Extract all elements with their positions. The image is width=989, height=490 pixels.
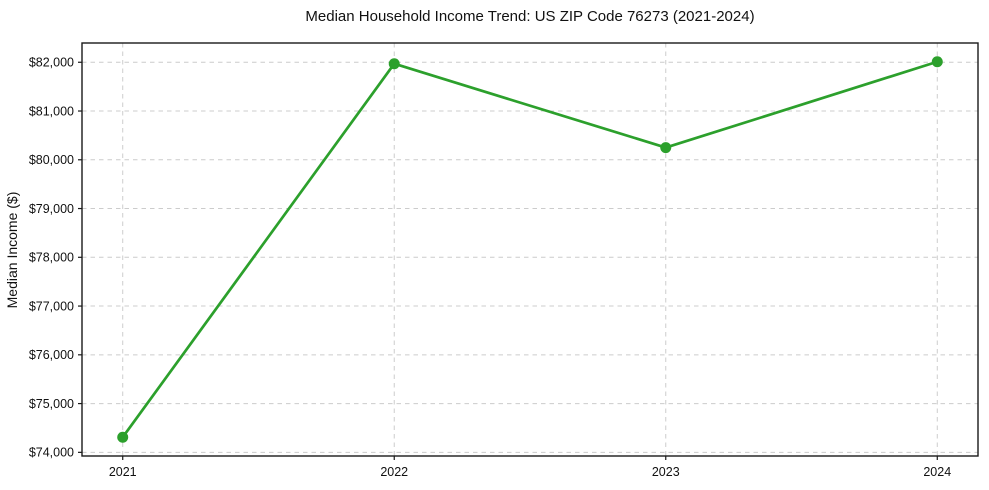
x-tick-label: 2022 xyxy=(380,465,408,479)
x-tick-label: 2024 xyxy=(923,465,951,479)
data-point-2023 xyxy=(660,142,672,154)
series-layer xyxy=(117,56,943,443)
x-tick-label: 2023 xyxy=(652,465,680,479)
y-tick-label: $80,000 xyxy=(29,153,74,167)
y-tick-label: $77,000 xyxy=(29,299,74,313)
y-axis-title: Median Income ($) xyxy=(4,192,20,309)
y-tick-label: $82,000 xyxy=(29,56,74,70)
y-tick-label: $81,000 xyxy=(29,104,74,118)
axes-layer: $74,000 $75,000 $76,000 $77,000 $78,000 $79,0… xyxy=(29,42,979,479)
grid-layer xyxy=(82,43,978,456)
data-point-2022 xyxy=(388,58,400,70)
y-tick-label: $79,000 xyxy=(29,202,74,216)
y-tick-label: $76,000 xyxy=(29,348,74,362)
data-point-2021 xyxy=(117,431,129,443)
x-tick-label: 2021 xyxy=(109,465,137,479)
chart-title: Median Household Income Trend: US ZIP Co… xyxy=(305,8,754,25)
y-tick-label: $78,000 xyxy=(29,251,74,265)
plot-border xyxy=(81,42,979,457)
data-point-2024 xyxy=(931,56,943,68)
y-tick-label: $74,000 xyxy=(29,446,74,460)
y-tick-label: $75,000 xyxy=(29,397,74,411)
trend-line xyxy=(121,60,939,439)
